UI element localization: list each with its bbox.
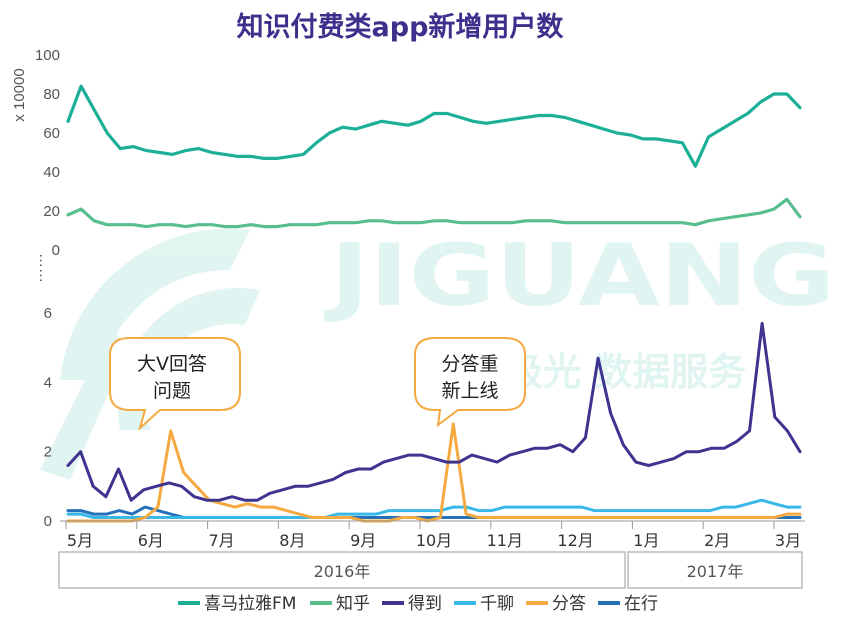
watermark-en: JIGUANG: [324, 226, 835, 326]
legend-label: 得到: [408, 594, 442, 614]
callout-relaunch: 分答重 新上线: [414, 337, 526, 428]
legend-label: 在行: [624, 594, 658, 614]
lower-tick-label: 6: [44, 305, 52, 322]
x-month-label: 10月: [416, 531, 452, 550]
legend-label: 千聊: [480, 594, 514, 614]
lower-tick-label: 0: [44, 513, 52, 530]
x-month-label: 12月: [557, 531, 593, 550]
lower-tick-label: 2: [44, 444, 52, 461]
legend-label: 知乎: [336, 594, 370, 614]
x-month-label: 6月: [138, 531, 164, 550]
x-month-label: 11月: [487, 531, 523, 550]
year-label-2016: 2016年: [314, 562, 371, 581]
series-line-5: [66, 505, 802, 519]
x-month-label: 2月: [704, 531, 730, 550]
axis-break-marker: ……: [36, 253, 53, 283]
legend: 喜马拉雅FM 知乎 得到 千聊 分答 在行: [178, 594, 658, 614]
callout-dav-line1: 大V回答: [137, 353, 207, 375]
series-line-1: [66, 197, 802, 229]
series-line-0: [66, 84, 802, 168]
year-box-2017: [627, 551, 803, 589]
year-band: 2016年 2017年: [58, 551, 803, 589]
upper-tick-label: 100: [35, 47, 60, 64]
legend-label: 分答: [552, 594, 586, 614]
x-month-label: 8月: [279, 531, 305, 550]
lower-y-ticks: 0 2 4 6: [44, 305, 52, 530]
x-month-label: 5月: [67, 531, 93, 550]
lower-tick-label: 4: [44, 374, 52, 391]
year-label-2017: 2017年: [687, 562, 744, 581]
x-month-label: 7月: [209, 531, 235, 550]
legend-label: 喜马拉雅FM: [204, 594, 296, 614]
callout-dav: 大V回答 问题: [109, 337, 241, 432]
upper-tick-label: 60: [43, 125, 60, 142]
year-box-2016: [58, 551, 626, 589]
watermark-cn: 极光 数据服务: [505, 350, 746, 394]
upper-tick-label: 40: [43, 164, 60, 181]
series-line-2: [66, 321, 802, 502]
callout-dav-line2: 问题: [153, 380, 191, 402]
chart-title: 知识付费类app新增用户数: [237, 11, 565, 43]
callout-relaunch-line2: 新上线: [441, 380, 498, 402]
series-line-3: [66, 498, 802, 519]
x-month-label: 3月: [775, 531, 801, 550]
watermark: JIGUANG 极光 数据服务: [40, 226, 835, 480]
series-layer: [66, 84, 802, 523]
callout-relaunch-line1: 分答重: [441, 353, 498, 375]
upper-tick-label: 80: [43, 86, 60, 103]
series-line-4: [66, 422, 802, 523]
x-month-label: 9月: [350, 531, 376, 550]
x-month-labels: 5月 6月 7月 8月 9月 10月 11月 12月 1月 2月 3月: [65, 521, 801, 550]
watermark-logo-icon: [40, 228, 260, 480]
upper-tick-label: 0: [52, 242, 60, 259]
y-unit-label: x 10000: [11, 68, 28, 121]
upper-tick-label: 20: [43, 203, 60, 220]
upper-y-ticks: 0 20 40 60 80 100: [35, 47, 60, 259]
x-month-label: 1月: [633, 531, 659, 550]
